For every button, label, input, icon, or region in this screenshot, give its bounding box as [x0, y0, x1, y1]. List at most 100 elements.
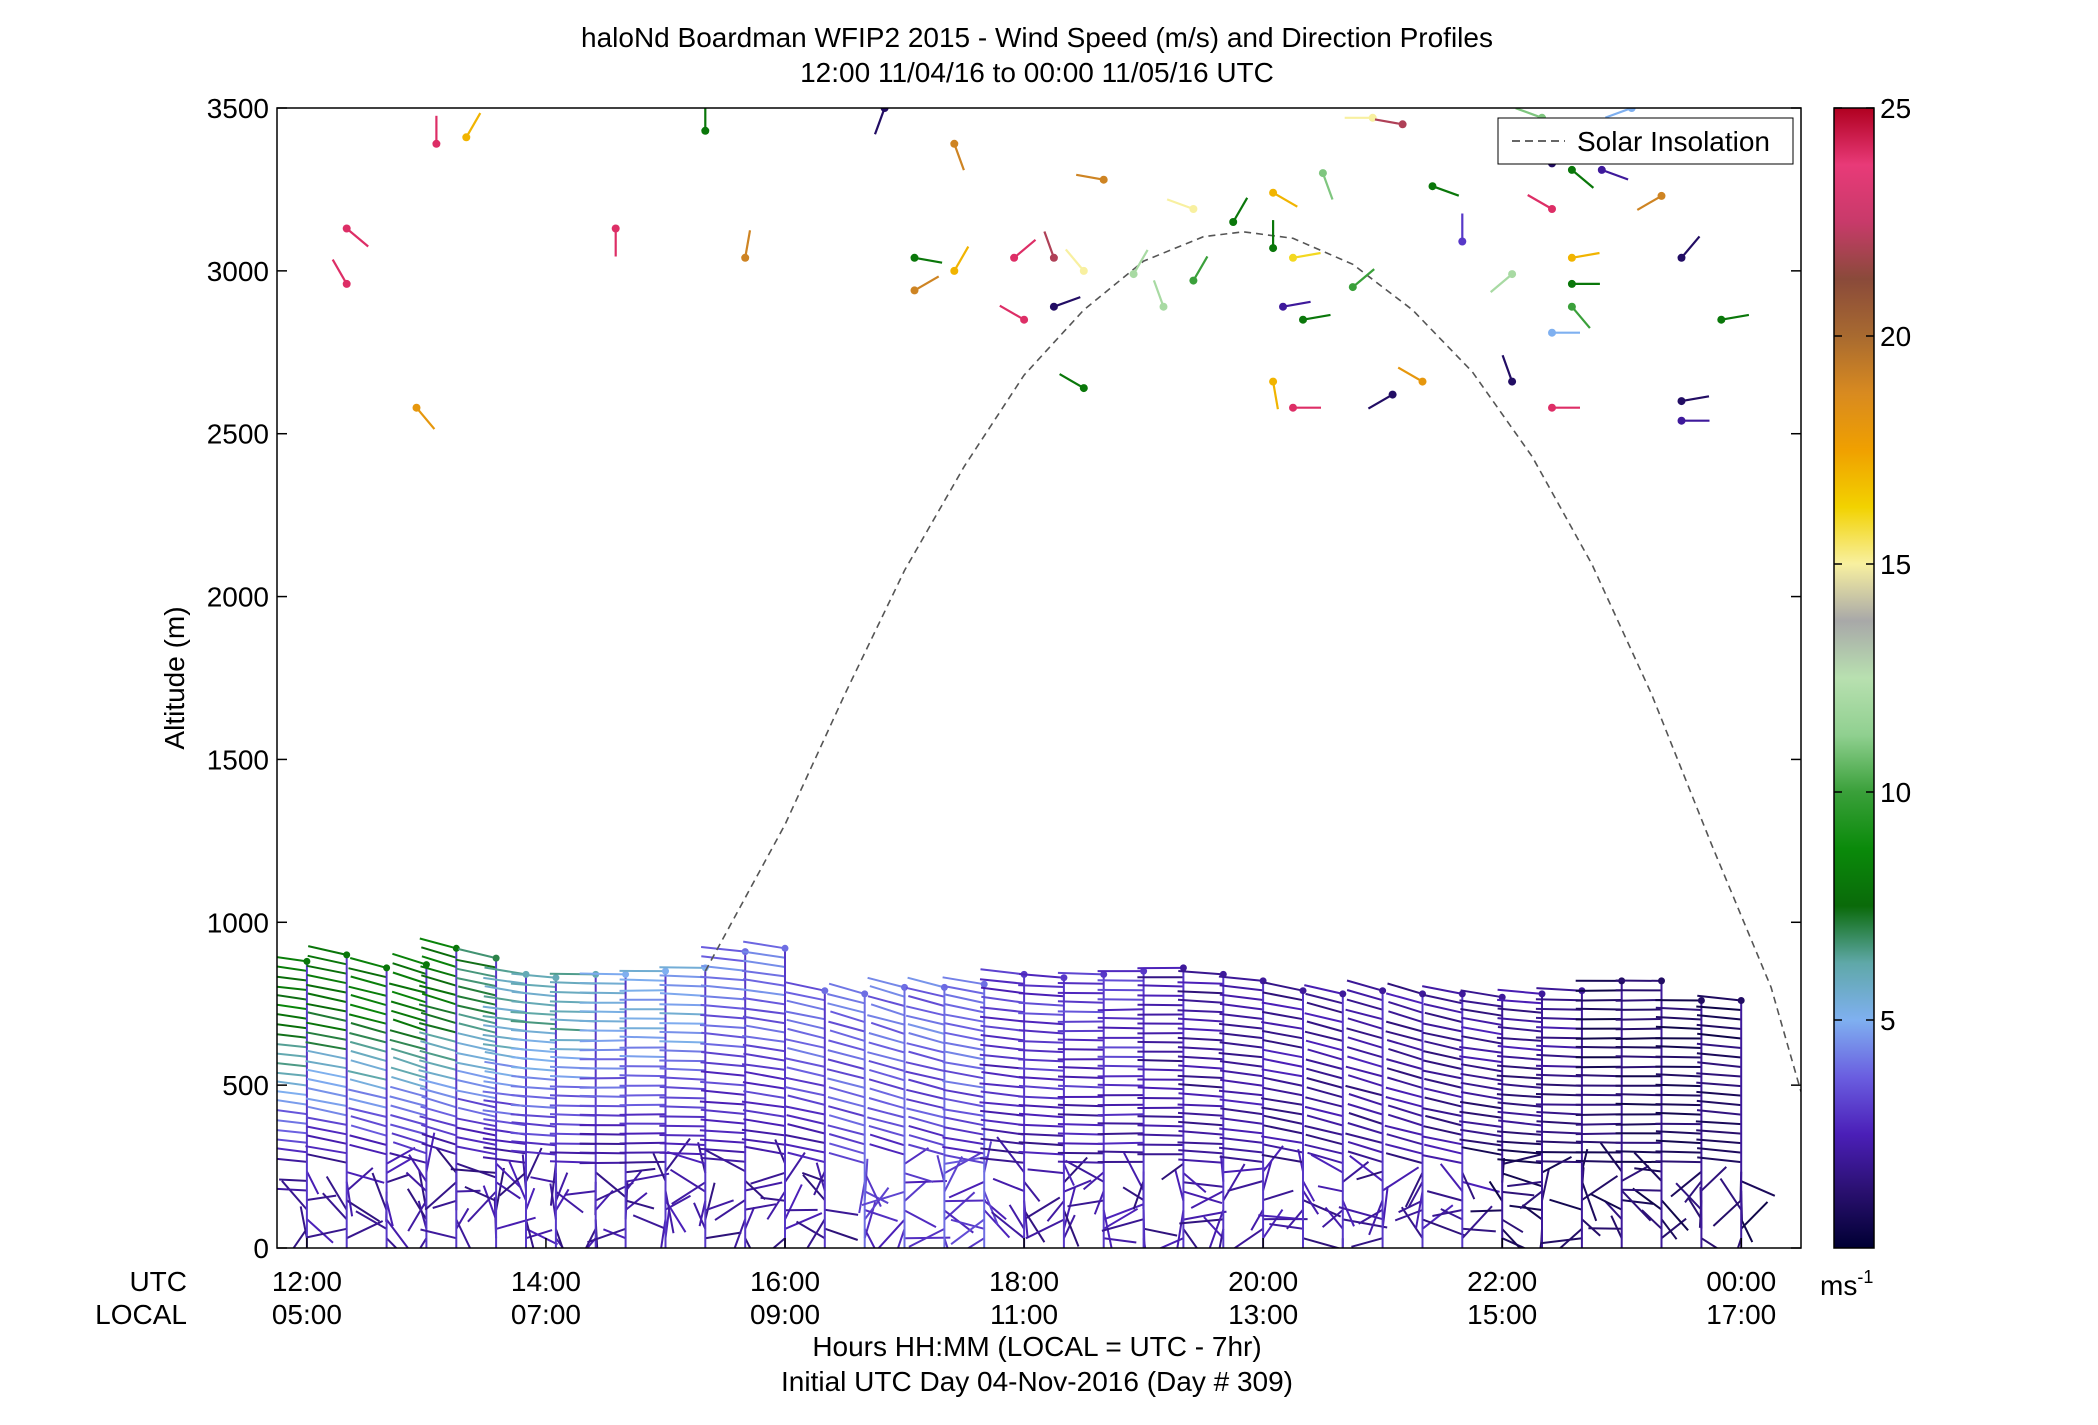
wind-barb [1423, 1087, 1463, 1099]
wind-barb [348, 1107, 387, 1118]
wind-barb [1535, 1160, 1582, 1164]
wind-barb [1317, 1185, 1344, 1193]
upper-barb-shaft [1374, 118, 1403, 126]
wind-barb [1027, 1168, 1065, 1175]
wind-barb [1097, 998, 1144, 1001]
wind-barb [1304, 1030, 1344, 1042]
wind-barb [700, 984, 746, 991]
wind-barb [390, 1000, 427, 1013]
wind-barb [1348, 1112, 1383, 1125]
wind-barb [1610, 1215, 1623, 1239]
wind-barb [705, 1231, 742, 1240]
wind-barb [498, 1171, 527, 1197]
wind-barb [392, 1018, 427, 1032]
wind-barb [659, 966, 706, 969]
wind-profile [1459, 989, 1544, 1248]
wind-barb [1575, 1132, 1622, 1136]
wind-barb [511, 1000, 556, 1007]
wind-barb [1687, 1197, 1703, 1220]
wind-profile [418, 937, 496, 1248]
profile-top-dot [980, 980, 988, 988]
wind-barb [1227, 1180, 1264, 1192]
wind-barb [1697, 1032, 1742, 1040]
wind-barb [511, 972, 556, 979]
wind-barb [458, 1013, 497, 1025]
wind-barb [1700, 1237, 1719, 1248]
wind-barb [786, 1066, 826, 1078]
wind-barb [864, 1209, 898, 1222]
wind-barb [455, 1051, 497, 1062]
wind-barb [305, 1097, 347, 1107]
wind-barb [1740, 1180, 1776, 1197]
upper-barb-shaft [953, 246, 970, 272]
wind-barb [1018, 1049, 1064, 1054]
wind-barb [659, 1151, 706, 1156]
wind-barb [870, 1003, 905, 1017]
wind-barb [1261, 1021, 1304, 1030]
wind-barb [1502, 1190, 1535, 1197]
wind-barb [905, 1014, 945, 1026]
wind-barb [307, 1011, 347, 1022]
wind-barb [700, 946, 746, 953]
wind-barb [1501, 1153, 1543, 1166]
wind-barb [1057, 1132, 1104, 1136]
upper-wind-barb [1229, 197, 1249, 226]
wind-barb [1425, 1114, 1463, 1127]
wind-barb [1347, 1150, 1383, 1164]
wind-barb [385, 1237, 398, 1248]
wind-barb [1263, 1143, 1304, 1154]
upper-barb-shaft [1601, 168, 1629, 181]
upper-barb-shaft [1636, 194, 1663, 211]
wind-barb [1655, 1006, 1702, 1011]
colorbar-tick-label: 5 [1880, 1005, 1896, 1036]
wind-barb [391, 1132, 427, 1145]
wind-barb [1177, 1027, 1224, 1032]
wind-barb [1220, 1107, 1264, 1116]
wind-barb [1097, 1064, 1144, 1068]
wind-barb [943, 1041, 985, 1051]
wind-barb [1183, 1181, 1224, 1188]
wind-barb [1536, 1120, 1582, 1125]
wind-barb [1497, 998, 1543, 1005]
upper-wind-barb [432, 115, 441, 148]
wind-barb [305, 1031, 347, 1041]
wind-barb [1345, 1132, 1383, 1144]
wind-barb [467, 1190, 497, 1223]
wind-barb [1304, 1124, 1344, 1136]
wind-barb [1269, 1223, 1304, 1230]
wind-barb [1460, 1081, 1503, 1091]
upper-barb-shaft [1489, 273, 1513, 293]
wind-barb [277, 1147, 308, 1154]
wind-barb [510, 1131, 556, 1137]
wind-barb [784, 1076, 826, 1087]
profile-top-dot [1299, 987, 1307, 995]
profile-top-dot [1658, 977, 1665, 985]
upper-barb-dot [1159, 302, 1168, 311]
wind-barb [419, 984, 457, 997]
wind-barb [827, 1058, 865, 1071]
wind-barb [802, 1174, 826, 1201]
wind-barb [1740, 1201, 1769, 1230]
wind-barb [1422, 993, 1463, 1005]
wind-barb [555, 1190, 584, 1214]
wind-barb [1655, 1045, 1702, 1049]
wind-barb [457, 1032, 497, 1044]
wind-barb [1575, 1065, 1622, 1069]
wind-barb [1219, 1136, 1264, 1144]
wind-barb [392, 971, 427, 985]
wind-barb [390, 1085, 427, 1098]
upper-wind-barb [1049, 296, 1081, 311]
wind-barb [1306, 1086, 1344, 1099]
wind-barb [1461, 1016, 1503, 1026]
upper-wind-barb [342, 224, 369, 248]
wind-barb [700, 1108, 746, 1115]
wind-barb [525, 1227, 559, 1246]
wind-barb [700, 1061, 746, 1068]
wind-barb [671, 1181, 706, 1205]
wind-barb [659, 1124, 706, 1128]
wind-barb [869, 1087, 905, 1100]
wind-barb [1306, 1001, 1344, 1014]
wind-barb [815, 1162, 826, 1191]
profile-top-dot [1179, 964, 1187, 972]
upper-barb-shaft [1321, 172, 1334, 200]
